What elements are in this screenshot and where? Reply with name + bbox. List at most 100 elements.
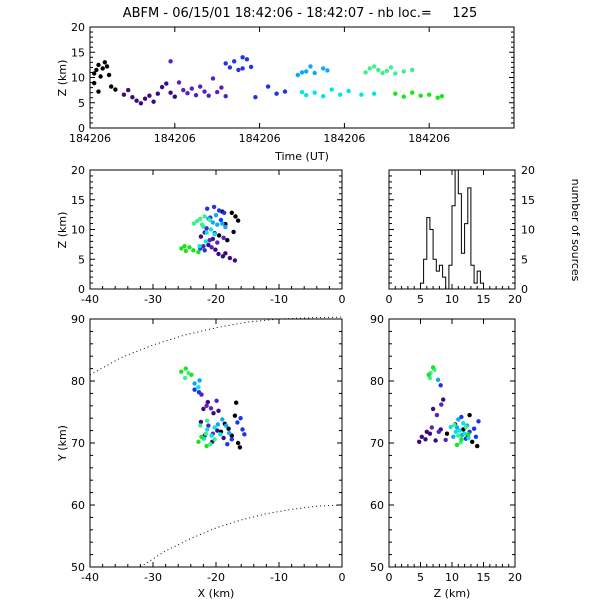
source-point xyxy=(235,420,240,425)
source-point xyxy=(100,66,105,71)
source-point xyxy=(419,434,424,439)
source-point xyxy=(183,248,188,254)
source-point xyxy=(232,258,238,263)
source-point xyxy=(244,57,250,62)
source-point xyxy=(220,254,226,259)
source-point xyxy=(429,425,434,430)
x-tick-label: 0 xyxy=(386,293,393,306)
source-point xyxy=(196,390,202,395)
source-point xyxy=(198,84,203,89)
y-tick-label: 70 xyxy=(370,437,384,450)
source-point xyxy=(232,59,237,64)
source-point xyxy=(393,91,398,96)
source-point xyxy=(439,402,444,407)
source-point xyxy=(430,406,436,412)
source-point xyxy=(346,88,351,94)
source-point xyxy=(232,413,238,418)
y-tick-label: 20 xyxy=(71,164,85,177)
source-point xyxy=(304,93,309,98)
source-point xyxy=(253,95,258,100)
source-point xyxy=(219,85,224,90)
source-point xyxy=(229,437,234,442)
y-tick-label: 20 xyxy=(521,164,535,177)
source-point xyxy=(207,217,212,223)
source-point xyxy=(151,99,156,104)
source-point xyxy=(236,67,241,73)
source-point xyxy=(367,66,372,71)
source-point xyxy=(182,375,188,381)
source-point xyxy=(212,425,217,430)
source-point xyxy=(214,398,219,403)
source-point xyxy=(205,427,210,432)
source-point xyxy=(265,84,271,89)
source-point xyxy=(142,96,148,101)
source-point xyxy=(213,213,219,218)
y-tick-label: 15 xyxy=(71,194,85,207)
source-point xyxy=(410,90,415,95)
source-point xyxy=(220,417,225,422)
y-tick-label: 10 xyxy=(71,72,85,85)
x-tick-label: -30 xyxy=(144,571,162,584)
zy-panel: 0 5 10 15 20 50 60 70 80 90 Z (km) xyxy=(370,313,522,600)
source-point xyxy=(225,442,230,447)
y-tick-label: 80 xyxy=(370,375,384,388)
source-point xyxy=(371,91,377,96)
figure-title: ABFM - 06/15/01 18:42:06 - 18:42:07 - nb… xyxy=(123,6,478,21)
xz-ylabel: Z (km) xyxy=(56,212,69,249)
source-point xyxy=(134,98,139,103)
source-point xyxy=(461,421,466,426)
source-point xyxy=(384,68,389,74)
source-point xyxy=(197,378,202,383)
source-point xyxy=(208,227,214,232)
source-point xyxy=(439,94,445,99)
source-point xyxy=(454,442,460,448)
source-point xyxy=(182,244,187,249)
source-point xyxy=(113,87,118,92)
source-point xyxy=(172,94,177,99)
histogram-step-line xyxy=(389,169,515,290)
source-point xyxy=(274,91,279,96)
source-point xyxy=(462,431,467,436)
source-point xyxy=(193,93,199,98)
source-point xyxy=(363,70,368,75)
source-point xyxy=(198,216,203,221)
range-ring-curve xyxy=(140,504,343,568)
y-tick-label: 80 xyxy=(71,375,85,388)
source-point xyxy=(138,101,144,106)
source-point xyxy=(234,400,239,405)
source-point xyxy=(196,385,201,390)
source-point xyxy=(198,423,203,428)
source-point xyxy=(130,95,135,100)
y-tick-label: 60 xyxy=(71,499,85,512)
source-point xyxy=(227,65,233,70)
source-point xyxy=(202,89,207,94)
source-point xyxy=(435,95,440,100)
source-point xyxy=(218,432,223,437)
source-point xyxy=(225,238,230,243)
source-point xyxy=(459,437,464,442)
source-point xyxy=(325,68,330,73)
source-point xyxy=(444,431,450,436)
time-height-frame xyxy=(89,26,515,129)
source-point xyxy=(393,71,398,76)
source-point xyxy=(473,434,479,439)
time-height-ylabel: Z (km) xyxy=(56,60,69,97)
source-point xyxy=(213,247,218,252)
source-point xyxy=(198,419,204,425)
source-point xyxy=(96,62,101,68)
source-point xyxy=(466,432,471,437)
source-point xyxy=(467,412,472,418)
x-tick-label: -30 xyxy=(144,293,162,306)
zy-marks: 0 5 10 15 20 50 60 70 80 90 xyxy=(370,313,522,584)
source-point xyxy=(210,220,215,225)
source-point xyxy=(92,80,97,86)
source-point xyxy=(417,439,422,444)
source-point xyxy=(401,69,406,74)
zy-xlabel: Z (km) xyxy=(434,587,471,600)
source-point xyxy=(179,246,184,251)
source-point xyxy=(216,208,222,213)
y-tick-label: 70 xyxy=(71,437,85,450)
x-tick-label: -40 xyxy=(81,293,99,306)
x-tick-label: 0 xyxy=(339,571,346,584)
